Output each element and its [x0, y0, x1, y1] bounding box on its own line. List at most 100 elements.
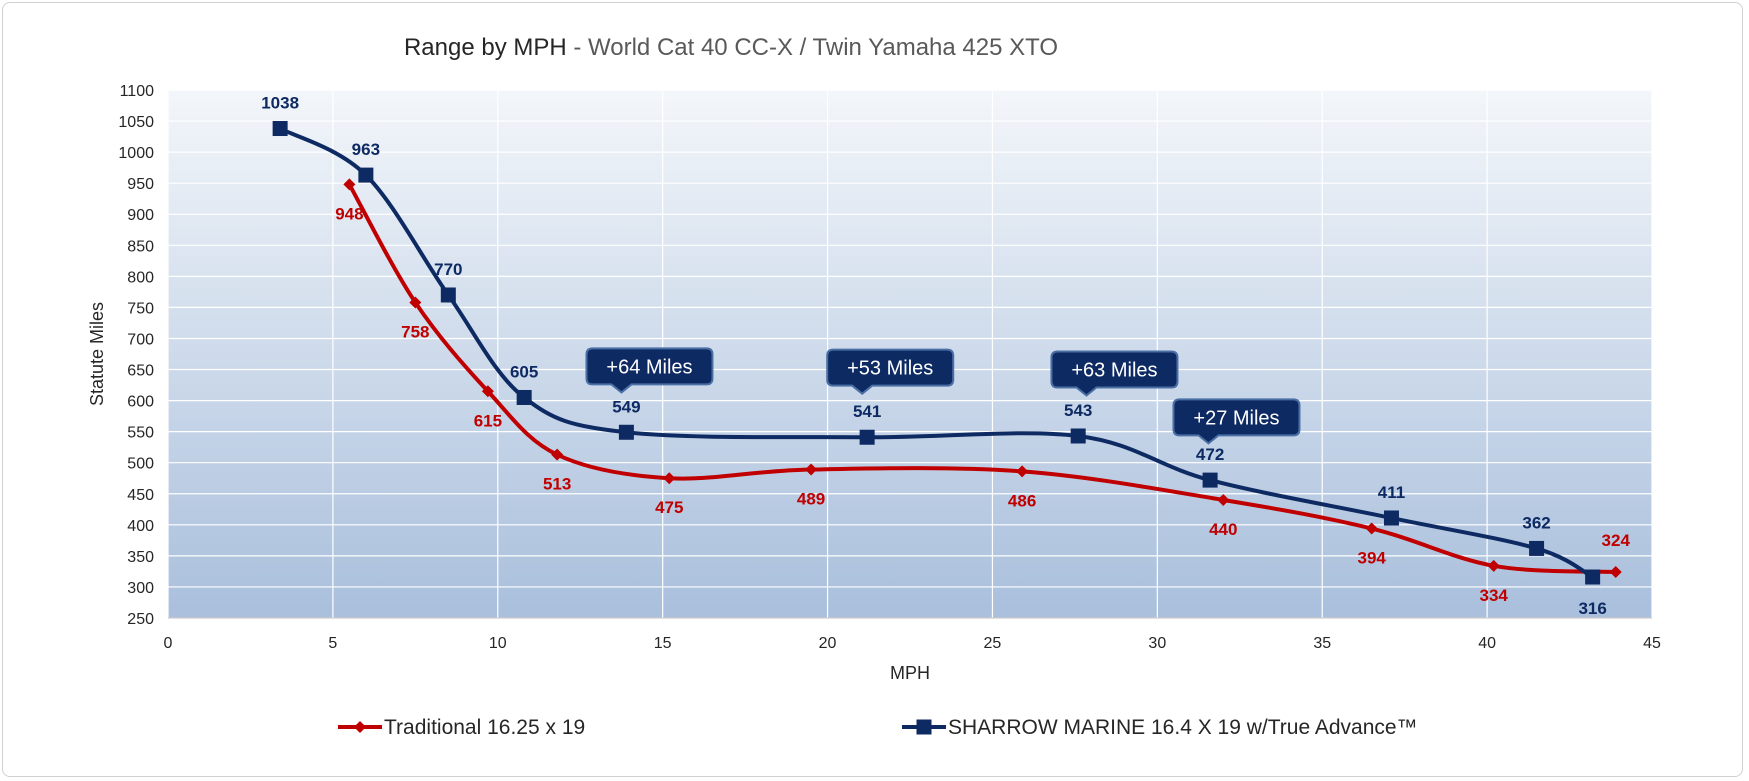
data-label: 948: [335, 204, 363, 223]
callout-box: +53 Miles: [826, 348, 955, 395]
series-2-point: [1070, 428, 1086, 444]
callout-box: +64 Miles: [585, 347, 714, 394]
chart-title-main: Range by MPH: [404, 34, 567, 61]
y-tick-label: 950: [127, 176, 154, 193]
data-label: 758: [401, 322, 429, 341]
data-labels: 948 758 615 513 475 489 486 440 394 334 324 1038 963…: [261, 94, 1630, 618]
callout-text: +64 Miles: [606, 356, 692, 378]
series-line-1: [347, 183, 1616, 575]
series-2-point: [1383, 510, 1399, 526]
x-tick-label: 35: [1313, 635, 1331, 652]
callout-shape: [1050, 350, 1179, 397]
data-label: 316: [1578, 599, 1606, 618]
series-2-point: [1202, 472, 1218, 488]
data-label: 394: [1358, 549, 1387, 568]
callout-shape: [826, 348, 955, 395]
callout-text: +53 Miles: [847, 358, 933, 380]
callout-box: +63 Miles: [1050, 350, 1179, 397]
series-1-point: [343, 178, 356, 191]
series-1-point: [551, 448, 564, 461]
series-2-point: [1529, 540, 1545, 556]
series-2-point: [1585, 569, 1601, 585]
data-label: 1038: [261, 94, 299, 113]
y-tick-label: 900: [127, 207, 154, 224]
callout-shape: [1172, 398, 1301, 445]
data-label: 541: [853, 402, 881, 421]
y-tick-label: 250: [127, 611, 154, 628]
x-tick-label: 5: [328, 635, 337, 652]
data-label: 324: [1602, 531, 1631, 550]
y-tick-label: 800: [127, 269, 154, 286]
series-2-point: [516, 389, 532, 405]
data-label: 486: [1008, 491, 1036, 510]
y-tick-label: 1050: [118, 114, 154, 131]
y-tick-label: 550: [127, 425, 154, 442]
y-tick-label: 600: [127, 394, 154, 411]
data-label: 489: [797, 490, 825, 509]
y-tick-label: 850: [127, 238, 154, 255]
x-tick-label: 25: [984, 635, 1002, 652]
data-label: 543: [1064, 401, 1092, 420]
x-tick-label: 40: [1478, 635, 1496, 652]
data-label: 472: [1196, 445, 1224, 464]
data-label: 362: [1522, 513, 1550, 532]
series-1-point: [409, 296, 422, 309]
series-1-point: [1217, 493, 1230, 506]
series-2-point: [358, 167, 374, 183]
data-label: 605: [510, 362, 538, 381]
callout-box: +27 Miles: [1172, 398, 1301, 445]
legend-marker-diamond: [354, 721, 366, 733]
series-1-point: [481, 385, 494, 398]
x-tick-label: 30: [1148, 635, 1166, 652]
y-tick-label: 400: [127, 518, 154, 535]
x-tick-label: 15: [654, 635, 672, 652]
series-2-point: [859, 429, 875, 445]
y-tick-label: 650: [127, 363, 154, 380]
data-label: 770: [434, 260, 462, 279]
legend-marker-square: [916, 719, 932, 735]
x-tick-label: 20: [819, 635, 837, 652]
y-tick-label: 450: [127, 487, 154, 504]
y-tick-label: 500: [127, 456, 154, 473]
series-1-point: [1609, 566, 1622, 579]
x-tick-label: 10: [489, 635, 507, 652]
chart-title: Range by MPH - World Cat 40 CC-X / Twin …: [404, 34, 1058, 61]
x-axis-title: MPH: [890, 663, 930, 683]
series-2-point: [440, 287, 456, 303]
y-axis-title: Statute Miles: [87, 302, 107, 406]
y-tick-label: 300: [127, 580, 154, 597]
legend: Traditional 16.25 x 19 SHARROW MARINE 16.…: [338, 716, 1418, 739]
legend-label-1: Traditional 16.25 x 19: [384, 716, 585, 739]
x-tick-label: 0: [164, 635, 173, 652]
series-layer: [272, 121, 1622, 585]
y-tick-label: 1100: [120, 83, 155, 100]
data-label: 475: [655, 498, 683, 517]
data-label: 549: [612, 397, 640, 416]
x-tick-label: 45: [1643, 635, 1661, 652]
series-1-point: [1487, 559, 1500, 572]
legend-label-2: SHARROW MARINE 16.4 X 19 w/True Advance™: [948, 716, 1418, 739]
callout-text: +63 Miles: [1071, 360, 1157, 382]
data-label: 440: [1209, 520, 1237, 539]
series-1-point: [1016, 465, 1029, 478]
series-2-point: [618, 424, 634, 440]
data-label: 615: [474, 411, 502, 430]
callouts: +64 Miles +53 Miles +63 Miles +27 Miles: [585, 347, 1301, 445]
y-tick-label: 350: [127, 549, 154, 566]
axes: 2503003504004505005506006507007508008509…: [118, 83, 1661, 652]
series-1-point: [805, 463, 818, 476]
y-tick-label: 1000: [118, 145, 154, 162]
y-tick-label: 700: [127, 331, 154, 348]
callout-shape: [585, 347, 714, 394]
data-label: 334: [1480, 586, 1509, 605]
data-label: 411: [1378, 483, 1405, 502]
series-2-point: [272, 121, 288, 137]
callout-text: +27 Miles: [1193, 407, 1279, 429]
chart-title-sub: - World Cat 40 CC-X / Twin Yamaha 425 XT…: [567, 34, 1058, 61]
y-tick-label: 750: [127, 300, 154, 317]
data-label: 513: [543, 475, 571, 494]
series-1-point: [1365, 522, 1378, 535]
series-1-point: [663, 472, 676, 485]
data-label: 963: [352, 140, 380, 159]
